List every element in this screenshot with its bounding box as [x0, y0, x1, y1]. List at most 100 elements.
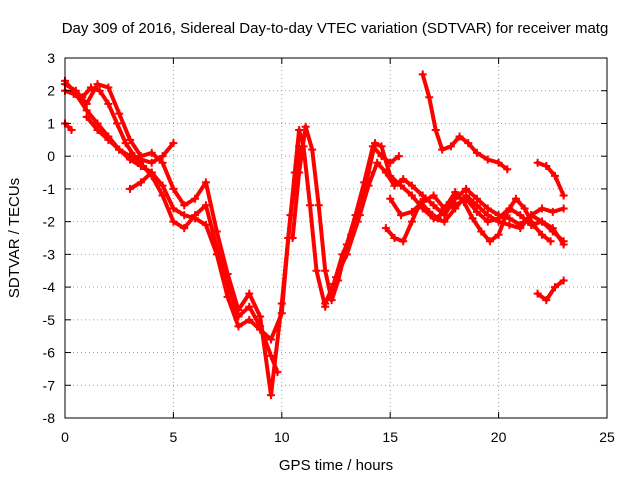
data-point — [494, 230, 503, 239]
x-tick-label: 0 — [61, 429, 69, 445]
data-point — [548, 207, 557, 216]
data-point — [266, 391, 275, 400]
y-tick-label: -7 — [43, 377, 56, 393]
data-point — [126, 152, 135, 161]
x-tick-label: 10 — [274, 429, 290, 445]
x-tick-label: 15 — [382, 429, 398, 445]
y-tick-label: 0 — [47, 148, 55, 164]
data-point — [399, 175, 408, 184]
data-point — [158, 152, 167, 161]
data-point — [464, 139, 473, 148]
data-point — [295, 126, 304, 134]
data-point — [321, 266, 330, 275]
data-point — [559, 240, 568, 249]
x-tick-label: 5 — [170, 429, 178, 445]
data-point — [399, 237, 408, 246]
data-point — [147, 158, 156, 167]
data-point — [433, 214, 442, 223]
data-point — [505, 220, 514, 229]
data-point — [472, 207, 481, 216]
data-point — [485, 237, 494, 246]
data-point — [95, 86, 104, 95]
data-point — [397, 181, 406, 190]
data-point — [266, 335, 275, 344]
data-point — [126, 135, 135, 144]
data-point — [386, 171, 395, 180]
data-point — [431, 126, 440, 134]
data-point — [121, 139, 130, 148]
data-point — [559, 276, 568, 285]
data-point — [113, 119, 122, 128]
data-series — [61, 70, 568, 400]
data-point — [438, 145, 447, 154]
chart-title: Day 309 of 2016, Sidereal Day-to-day VTE… — [62, 20, 609, 37]
data-point — [180, 224, 189, 233]
data-point — [550, 171, 559, 180]
data-point — [407, 181, 416, 190]
data-point — [353, 217, 362, 226]
y-tick-label: -5 — [43, 312, 56, 328]
data-point — [223, 270, 232, 278]
data-point — [483, 155, 492, 164]
data-point — [191, 194, 200, 203]
data-point — [503, 165, 512, 174]
data-point — [115, 145, 124, 154]
data-point — [451, 188, 460, 197]
series-track-m — [535, 160, 566, 198]
data-point — [381, 224, 390, 233]
data-point — [147, 148, 156, 157]
series-track-e — [63, 121, 74, 132]
data-point — [82, 112, 91, 121]
data-point — [321, 299, 330, 308]
data-point — [256, 312, 265, 321]
plot-frame — [64, 57, 608, 419]
data-point — [82, 99, 91, 108]
y-tick-label: -1 — [43, 181, 56, 197]
data-point — [477, 227, 486, 236]
data-point — [288, 234, 297, 242]
data-point — [516, 224, 525, 233]
data-point — [295, 168, 304, 177]
data-point — [126, 184, 135, 193]
y-tick-label: 1 — [47, 115, 55, 131]
data-point — [548, 224, 557, 233]
data-point — [468, 214, 477, 223]
data-point — [147, 168, 156, 177]
data-point — [158, 191, 167, 200]
y-tick-label: -2 — [43, 214, 56, 230]
data-point — [373, 158, 382, 167]
data-point — [104, 135, 113, 144]
data-point — [459, 198, 468, 206]
data-point — [201, 178, 210, 187]
data-point — [180, 201, 189, 210]
data-point — [559, 191, 568, 200]
data-point — [533, 289, 542, 298]
data-point — [559, 204, 568, 213]
data-point — [329, 279, 338, 288]
data-point — [407, 191, 416, 200]
data-point — [180, 211, 189, 220]
data-point — [245, 302, 254, 311]
data-point — [537, 204, 546, 213]
data-point — [440, 217, 449, 226]
data-point — [115, 109, 124, 118]
data-point — [472, 148, 481, 157]
data-point — [516, 211, 525, 220]
data-point — [305, 201, 314, 210]
data-point — [550, 283, 559, 292]
data-point — [371, 139, 380, 148]
data-point — [546, 237, 555, 246]
data-point — [212, 227, 221, 236]
y-tick-label: -4 — [43, 279, 56, 295]
data-point — [503, 207, 512, 216]
y-tick-label: -3 — [43, 246, 56, 262]
data-point — [542, 296, 551, 305]
data-point — [169, 217, 178, 226]
data-point — [446, 142, 455, 151]
axis-ticks — [64, 57, 608, 419]
data-point — [364, 168, 373, 177]
data-point — [234, 322, 243, 331]
data-point — [537, 217, 546, 226]
